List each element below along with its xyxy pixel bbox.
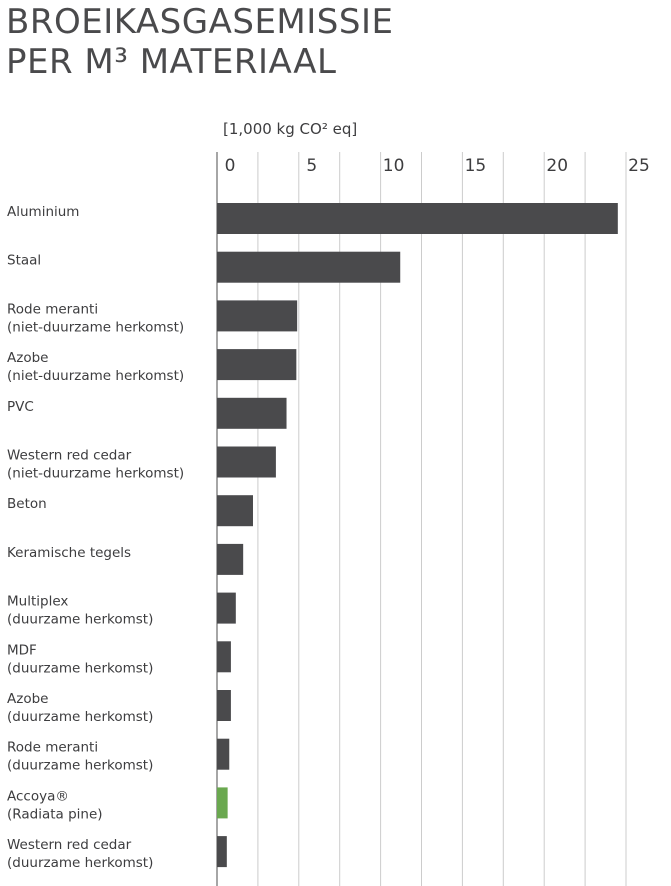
title-line-2: PER M³ MATERIAAL [6,42,337,82]
category-label: Aluminium [7,204,79,220]
category-label: Staal [7,253,41,269]
x-tick-label: 0 [225,156,236,176]
category-label-line: Azobe [7,691,48,707]
category-label: Azobe (niet-duurzame herkomst) [7,350,184,384]
title-line-1: BROEIKASGASEMISSIE [6,2,394,42]
category-label-line: (duurzame herkomst) [7,612,153,628]
category-labels: Aluminium Staal Rode meranti (niet-duurzame… [7,204,184,871]
x-tick-label: 5 [306,156,317,176]
bar [217,203,618,234]
category-label-line: Rode meranti [7,740,98,756]
category-label-line: (duurzame herkomst) [7,709,153,725]
category-label-line: Rode meranti [7,301,98,317]
bar [217,349,297,381]
category-label: Western red cedar (niet-duurzame herkomst… [7,448,184,482]
category-label-line: (duurzame herkomst) [7,660,153,676]
category-label-line: (duurzame herkomst) [7,855,153,871]
category-label-line: Keramische tegels [7,545,131,561]
category-label-line: Accoya® [7,788,69,804]
category-label: Multiplex (duurzame herkomst) [7,594,153,628]
bar [217,251,401,283]
bar [217,641,231,673]
bar [217,495,253,527]
category-label-line: Beton [7,496,47,512]
category-label-line: (Radiata pine) [7,806,103,822]
bar [217,446,276,478]
unit-label: [1,000 kg CO² eq] [223,120,357,138]
bar [217,397,287,429]
category-label-line: PVC [7,399,34,415]
category-label: Azobe (duurzame herkomst) [7,691,153,725]
category-label-line: (niet-duurzame herkomst) [7,368,184,384]
x-tick-label: 10 [383,156,405,176]
category-label-line: Staal [7,253,41,269]
category-label: Accoya® (Radiata pine) [7,788,103,822]
category-label: Rode meranti (duurzame herkomst) [7,740,153,774]
category-label: Keramische tegels [7,545,131,561]
bar [217,787,228,819]
bar [217,836,227,868]
bar [217,543,244,575]
category-label-line: (niet-duurzame herkomst) [7,466,184,482]
category-label-line: Azobe [7,350,48,366]
bars [217,203,618,868]
category-label: PVC [7,399,34,415]
category-label: MDF (duurzame herkomst) [7,642,153,676]
category-label-line: (duurzame herkomst) [7,758,153,774]
x-tick-label: 20 [546,156,568,176]
category-label: Western red cedar (duurzame herkomst) [7,837,153,871]
x-tick-label: 15 [465,156,487,176]
category-label-line: Western red cedar [7,448,132,464]
category-label-line: (niet-duurzame herkomst) [7,319,184,335]
bar [217,738,230,770]
chart-title: BROEIKASGASEMISSIE PER M³ MATERIAAL [6,2,393,82]
category-label: Beton [7,496,47,512]
category-label-line: MDF [7,642,37,658]
category-label-line: Multiplex [7,594,68,610]
x-tick-label: 25 [628,156,650,176]
bar [217,300,298,332]
bar [217,592,236,624]
bar [217,690,231,721]
category-label-line: Aluminium [7,204,79,220]
category-label: Rode meranti (niet-duurzame herkomst) [7,301,184,335]
tick-labels: 0 5 10 15 20 25 [225,156,650,176]
category-label-line: Western red cedar [7,837,132,853]
